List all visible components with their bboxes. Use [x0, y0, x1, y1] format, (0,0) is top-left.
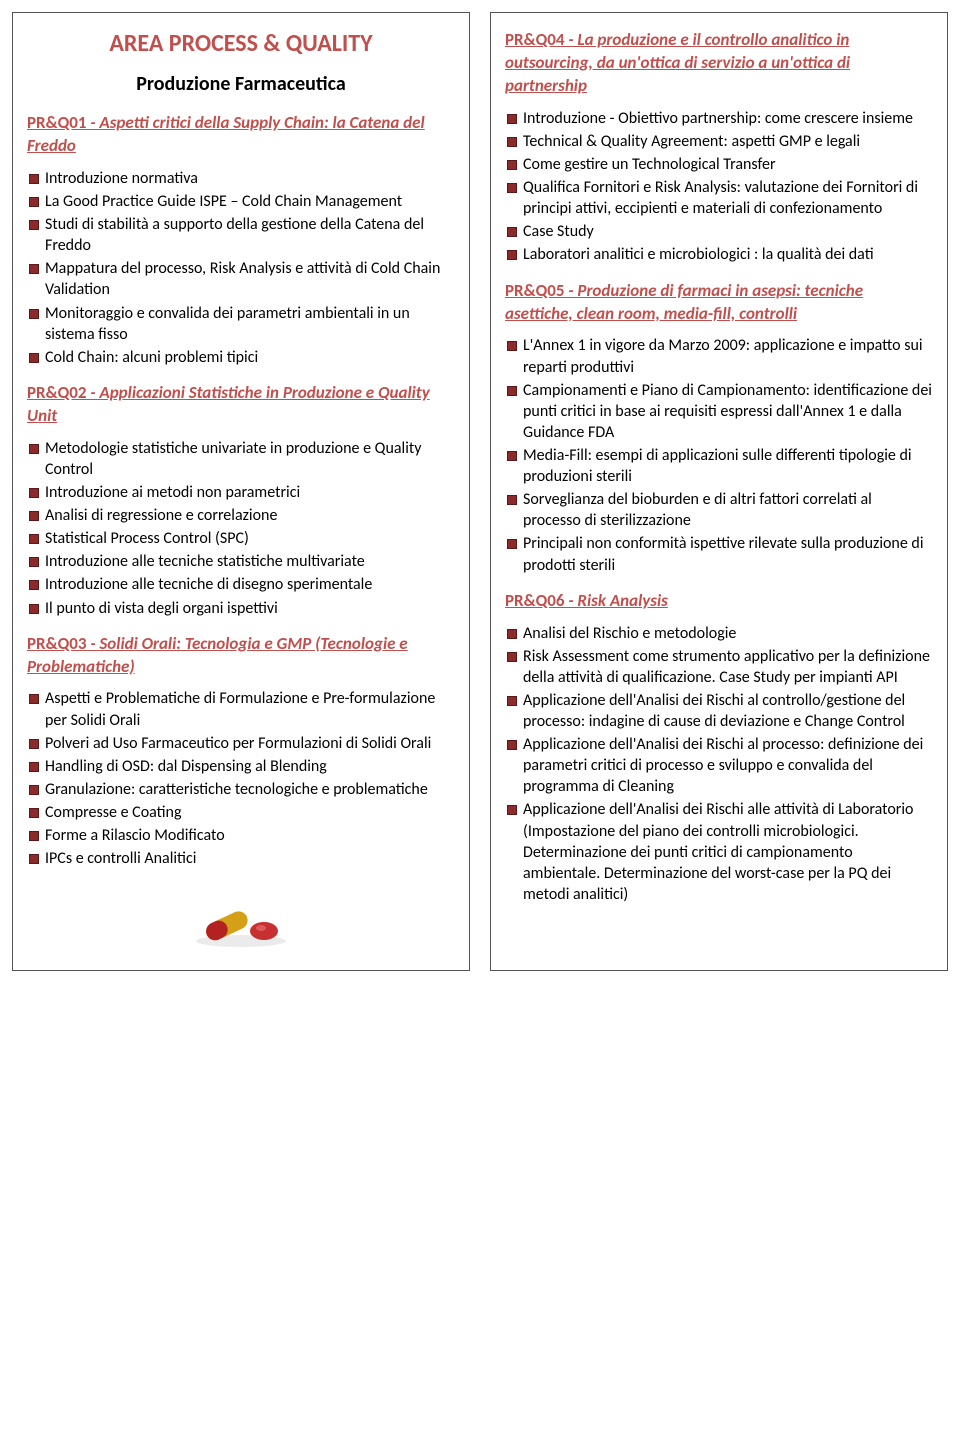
- section-code: PR&Q01: [27, 112, 87, 133]
- list-item: Forme a Rilascio Modificato: [27, 825, 455, 846]
- list-item: Qualifica Fornitori e Risk Analysis: val…: [505, 177, 933, 219]
- left-column: AREA PROCESS & QUALITY Produzione Farmac…: [12, 12, 470, 971]
- list-item: Applicazione dell'Analisi dei Rischi all…: [505, 799, 933, 905]
- list-item: Laboratori analitici e microbiologici : …: [505, 244, 933, 265]
- section-code: PR&Q06: [505, 590, 565, 611]
- list-item: L'Annex 1 in vigore da Marzo 2009: appli…: [505, 335, 933, 377]
- list-item: Campionamenti e Piano di Campionamento: …: [505, 380, 933, 443]
- list-item: Mappatura del processo, Risk Analysis e …: [27, 258, 455, 300]
- pills-illustration: [27, 889, 455, 954]
- section-list: Aspetti e Problematiche di Formulazione …: [27, 688, 455, 869]
- list-item: Granulazione: caratteristiche tecnologic…: [27, 779, 455, 800]
- list-item: Come gestire un Technological Transfer: [505, 154, 933, 175]
- list-item: Polveri ad Uso Farmaceutico per Formulaz…: [27, 733, 455, 754]
- list-item: Introduzione alle tecniche statistiche m…: [27, 551, 455, 572]
- list-item: Technical & Quality Agreement: aspetti G…: [505, 131, 933, 152]
- section-heading: PR&Q06 - Risk Analysis: [505, 590, 933, 613]
- list-item: Introduzione - Obiettivo partnership: co…: [505, 108, 933, 129]
- pills-icon: [186, 889, 296, 949]
- list-item: Analisi di regressione e correlazione: [27, 505, 455, 526]
- list-item: Analisi del Rischio e metodologie: [505, 623, 933, 644]
- section-heading: PR&Q05 - Produzione di farmaci in asepsi…: [505, 280, 933, 326]
- list-item: Introduzione alle tecniche di disegno sp…: [27, 574, 455, 595]
- list-item: IPCs e controlli Analitici: [27, 848, 455, 869]
- section-list: L'Annex 1 in vigore da Marzo 2009: appli…: [505, 335, 933, 575]
- list-item: Metodologie statistiche univariate in pr…: [27, 438, 455, 480]
- section-list: Metodologie statistiche univariate in pr…: [27, 438, 455, 619]
- section-list: Analisi del Rischio e metodologie Risk A…: [505, 623, 933, 905]
- list-item: Applicazione dell'Analisi dei Rischi al …: [505, 690, 933, 732]
- section-desc: - Aspetti critici della Supply Chain: la…: [27, 112, 425, 156]
- section-heading: PR&Q02 - Applicazioni Statistiche in Pro…: [27, 382, 455, 428]
- list-item: Case Study: [505, 221, 933, 242]
- list-item: Statistical Process Control (SPC): [27, 528, 455, 549]
- list-item: Introduzione ai metodi non parametrici: [27, 482, 455, 503]
- subtitle: Produzione Farmaceutica: [27, 72, 455, 96]
- list-item: La Good Practice Guide ISPE – Cold Chain…: [27, 191, 455, 212]
- section-code: PR&Q05: [505, 280, 565, 301]
- section-code: PR&Q02: [27, 382, 87, 403]
- list-item: Risk Assessment come strumento applicati…: [505, 646, 933, 688]
- list-item: Applicazione dell'Analisi dei Rischi al …: [505, 734, 933, 797]
- section-list: Introduzione - Obiettivo partnership: co…: [505, 108, 933, 266]
- list-item: Principali non conformità ispettive rile…: [505, 533, 933, 575]
- section-code: PR&Q04: [505, 29, 565, 50]
- list-item: Sorveglianza del bioburden e di altri fa…: [505, 489, 933, 531]
- section-code: PR&Q03: [27, 633, 87, 654]
- section-desc: - Applicazioni Statistiche in Produzione…: [27, 382, 430, 426]
- list-item: Handling di OSD: dal Dispensing al Blend…: [27, 756, 455, 777]
- list-item: Introduzione normativa: [27, 168, 455, 189]
- right-column: PR&Q04 - La produzione e il controllo an…: [490, 12, 948, 971]
- list-item: Studi di stabilità a supporto della gest…: [27, 214, 455, 256]
- list-item: Aspetti e Problematiche di Formulazione …: [27, 688, 455, 730]
- section-heading: PR&Q04 - La produzione e il controllo an…: [505, 29, 933, 98]
- list-item: Monitoraggio e convalida dei parametri a…: [27, 303, 455, 345]
- list-item: Il punto di vista degli organi ispettivi: [27, 598, 455, 619]
- section-list: Introduzione normativa La Good Practice …: [27, 168, 455, 368]
- list-item: Media-Fill: esempi di applicazioni sulle…: [505, 445, 933, 487]
- section-heading: PR&Q01 - Aspetti critici della Supply Ch…: [27, 112, 455, 158]
- list-item: Cold Chain: alcuni problemi tipici: [27, 347, 455, 368]
- area-title: AREA PROCESS & QUALITY: [27, 29, 455, 58]
- list-item: Compresse e Coating: [27, 802, 455, 823]
- section-desc: - Risk Analysis: [565, 590, 668, 611]
- section-heading: PR&Q03 - Solidi Orali: Tecnologia e GMP …: [27, 633, 455, 679]
